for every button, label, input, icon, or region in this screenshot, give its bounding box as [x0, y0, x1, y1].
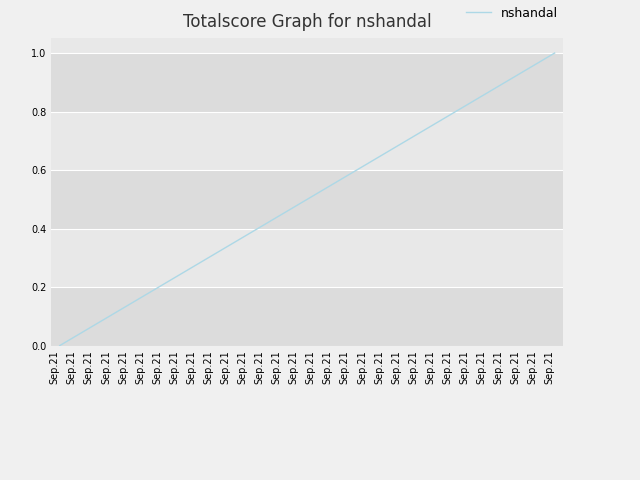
Line: nshandal: nshandal [60, 53, 555, 346]
nshandal [346, 171, 354, 177]
nshandal [414, 131, 422, 137]
nshandal [431, 121, 439, 127]
nshandal [363, 161, 371, 167]
nshandal [73, 333, 81, 338]
nshandal [278, 212, 285, 217]
nshandal [329, 181, 337, 187]
nshandal [516, 71, 524, 76]
Title: Totalscore Graph for nshandal: Totalscore Graph for nshandal [183, 13, 431, 31]
Bar [51, 228, 563, 287]
nshandal [534, 60, 541, 66]
nshandal [295, 202, 303, 207]
nshandal [465, 101, 473, 107]
nshandal [209, 252, 217, 258]
nshandal [500, 81, 508, 86]
nshandal [449, 111, 456, 117]
nshandal [244, 232, 252, 238]
nshandal [56, 343, 63, 348]
nshandal [397, 141, 405, 147]
nshandal [124, 302, 132, 308]
nshandal [260, 222, 268, 228]
nshandal [175, 272, 183, 278]
nshandal [193, 262, 200, 268]
Bar [51, 287, 563, 346]
Bar [51, 53, 563, 111]
Bar [51, 111, 563, 170]
nshandal [227, 242, 234, 248]
nshandal [90, 323, 98, 328]
nshandal [312, 192, 319, 197]
nshandal [158, 282, 166, 288]
Bar [51, 170, 563, 228]
nshandal [551, 50, 559, 56]
Bar [51, 38, 563, 53]
Legend: nshandal: nshandal [461, 1, 563, 24]
nshandal [141, 292, 149, 298]
nshandal [107, 312, 115, 318]
nshandal [483, 91, 490, 96]
nshandal [380, 151, 388, 157]
